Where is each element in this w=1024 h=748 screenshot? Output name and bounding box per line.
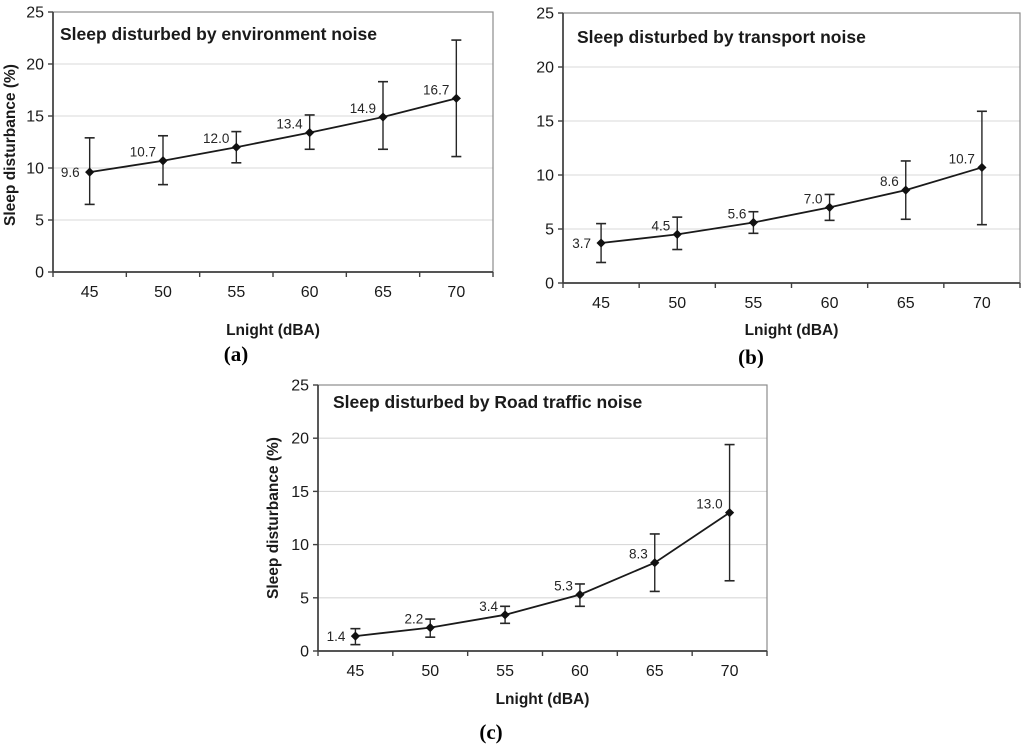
y-tick-label: 5 [300,590,309,607]
x-tick-label: 60 [571,663,589,680]
data-point-marker [500,610,510,620]
data-point-marker [748,217,759,228]
data-label: 2.2 [404,612,423,627]
panel-label: (c) [479,720,502,744]
data-point-marker [824,202,835,212]
data-label: 14.9 [350,101,376,116]
data-label: 10.7 [949,151,975,166]
y-tick-label: 25 [536,6,554,23]
x-tick-label: 70 [721,663,739,680]
x-axis-title: Lnight (dBA) [745,322,839,339]
panel-label: (a) [224,342,249,366]
chart-panel-a: 0 5 10 15 20 25 45 50 55 60 65 70 Sleep disturbed by… [0,0,512,368]
y-tick-label: 15 [536,114,554,131]
x-tick-label: 70 [973,295,991,312]
plot-frame [317,384,768,652]
y-tick-label: 10 [26,161,44,178]
data-point-marker [231,142,241,152]
data-point-marker [596,238,606,248]
x-tick-label: 70 [447,284,465,301]
data-label: 8.3 [629,547,648,562]
y-tick-label: 10 [536,168,554,185]
y-tick-label: 0 [300,644,309,661]
data-label: 16.7 [423,82,449,97]
x-axis-title: Lnight (dBA) [496,691,590,708]
y-tick-label: 5 [35,213,44,230]
y-axis-title: Sleep disturbance (%) [2,64,19,226]
y-tick-label: 10 [291,537,309,554]
data-label: 1.4 [327,629,346,644]
data-label: 13.4 [276,117,303,132]
data-point-marker [305,128,315,138]
plot-frame [562,12,1021,284]
series-line [355,511,731,637]
chart-panel-b: 0 5 10 15 20 25 45 50 55 60 65 70 Sleep disturbed by… [512,0,1024,368]
data-label: 13.0 [696,497,722,512]
data-point-marker [901,185,911,195]
x-tick-label: 55 [227,284,245,301]
plot-frame [52,11,494,273]
x-tick-label: 65 [374,284,392,301]
data-point-marker [158,156,168,166]
panel-label: (b) [738,345,764,368]
chart-title: Sleep disturbed by transport noise [577,27,866,47]
data-label: 10.7 [130,145,156,160]
data-point-marker [451,93,461,103]
chart-title: Sleep disturbed by environment noise [60,24,377,44]
chart-title: Sleep disturbed by Road traffic noise [333,392,642,412]
y-tick-label: 20 [291,431,309,448]
series-line [89,97,457,174]
y-tick-label: 5 [545,222,554,239]
x-tick-label: 65 [646,663,664,680]
data-point-marker [350,631,361,641]
data-label: 5.6 [728,207,747,222]
chart-panel-c: 0 5 10 15 20 25 45 50 55 60 65 70 Sleep disturbed by… [256,372,768,748]
x-tick-label: 50 [668,295,686,312]
y-tick-label: 15 [26,109,44,126]
x-tick-label: 60 [301,284,319,301]
data-label: 9.6 [61,165,80,180]
y-tick-label: 25 [26,5,44,22]
y-tick-label: 25 [291,378,309,395]
chart-a-svg: 0 5 10 15 20 25 45 50 55 60 65 70 Sleep disturbed by… [2,5,494,366]
data-point-marker [378,112,388,122]
data-label: 3.7 [572,236,591,251]
series-line [600,166,983,244]
x-tick-label: 65 [897,295,915,312]
y-tick-label: 20 [26,57,44,74]
y-tick-label: 15 [291,484,309,501]
x-tick-label: 50 [421,663,439,680]
chart-c-svg: 0 5 10 15 20 25 45 50 55 60 65 70 Sleep disturbed by… [265,378,768,744]
data-point-marker [672,229,682,239]
data-label: 4.5 [651,218,670,233]
data-label: 12.0 [203,131,229,146]
x-axis-title: Lnight (dBA) [226,322,320,339]
y-tick-label: 20 [536,60,554,77]
data-point-marker [85,167,95,177]
x-tick-label: 45 [347,663,365,680]
data-point-marker [977,162,987,173]
x-tick-label: 45 [81,284,99,301]
data-label: 3.4 [479,599,498,614]
x-tick-label: 45 [592,295,610,312]
data-point-marker [575,590,585,600]
data-label: 8.6 [880,174,899,189]
x-tick-label: 55 [496,663,514,680]
data-label: 7.0 [804,191,823,206]
data-point-marker [425,622,435,633]
x-tick-label: 50 [154,284,172,301]
data-label: 5.3 [554,579,573,594]
y-axis-title: Sleep disturbance (%) [265,437,282,599]
chart-b-svg: 0 5 10 15 20 25 45 50 55 60 65 70 Sleep disturbed by… [536,6,1021,368]
y-tick-label: 0 [35,265,44,282]
data-point-marker [650,558,660,568]
x-tick-label: 60 [821,295,839,312]
x-tick-label: 55 [745,295,763,312]
y-tick-label: 0 [545,276,554,293]
